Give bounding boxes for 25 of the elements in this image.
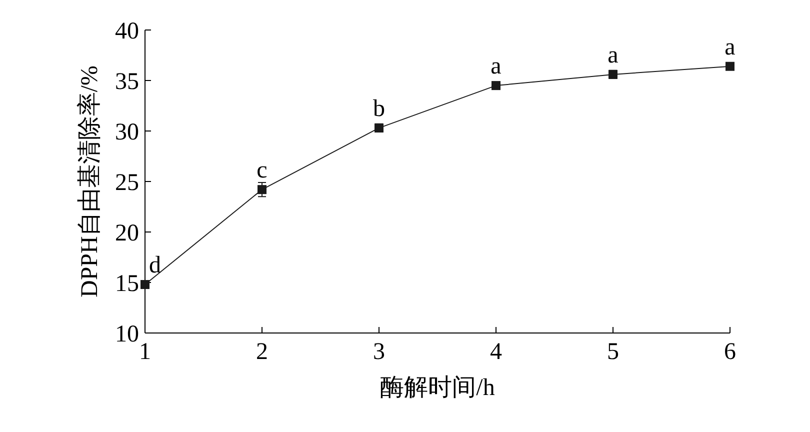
y-tick-label: 15 (115, 270, 139, 297)
annotation: d (149, 252, 161, 279)
x-tick-label: 2 (256, 339, 268, 365)
point (726, 62, 734, 71)
y-tick-label: 30 (115, 119, 139, 146)
x-tick-label: 4 (490, 339, 502, 365)
point (492, 81, 500, 90)
point (258, 185, 266, 194)
annotation: a (724, 34, 736, 60)
annotation: c (256, 158, 268, 184)
x-tick-label: 3 (373, 339, 385, 365)
y-tick-label: 20 (115, 220, 139, 246)
x-tick-label: 1 (139, 339, 151, 365)
annotation: a (490, 54, 502, 80)
x-tick-label: 5 (607, 339, 619, 365)
y-tick-label: 40 (115, 18, 139, 44)
annotation: a (608, 42, 619, 68)
y-tick-label: 35 (115, 68, 139, 95)
y-axis-title: DPPH自由基清除率/% (76, 65, 103, 298)
y-tick-label: 25 (115, 170, 139, 196)
point (140, 280, 150, 290)
annotation: b (373, 96, 385, 122)
x-tick-label: 6 (724, 339, 736, 365)
y-tick-label: 10 (115, 321, 139, 348)
x-axis-title: 酶解时间/h (380, 375, 495, 401)
